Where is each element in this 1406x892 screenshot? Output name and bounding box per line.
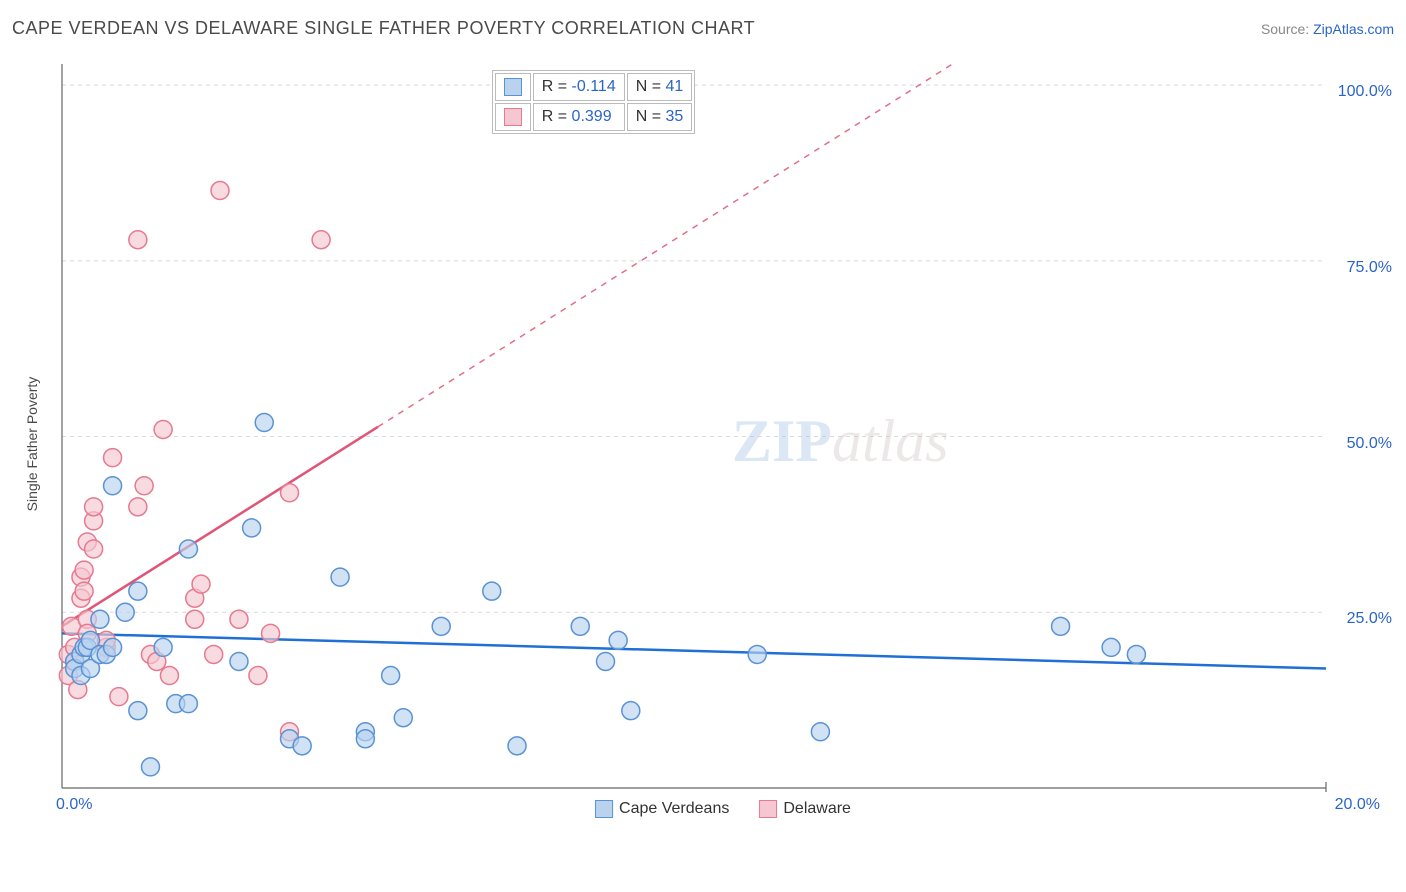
source-label: Source: [1261, 21, 1313, 37]
source-attribution: Source: ZipAtlas.com [1261, 21, 1394, 37]
chart-title: CAPE VERDEAN VS DELAWARE SINGLE FATHER P… [12, 18, 755, 39]
title-bar: CAPE VERDEAN VS DELAWARE SINGLE FATHER P… [12, 18, 1394, 39]
legend-swatch [495, 73, 531, 101]
legend-item: Delaware [759, 800, 851, 818]
r-cell: R = -0.114 [533, 73, 625, 101]
series-legend: Cape Verdeans Delaware [595, 800, 851, 818]
y-tick-label: 50.0% [1347, 435, 1392, 453]
legend-label: Cape Verdeans [619, 800, 729, 817]
y-axis-label: Single Father Poverty [24, 377, 40, 512]
y-tick-label: 100.0% [1338, 83, 1392, 101]
y-tick-label: 25.0% [1347, 610, 1392, 628]
legend-swatch [759, 800, 777, 818]
legend-swatch [495, 103, 531, 131]
x-tick-label: 0.0% [56, 796, 92, 814]
legend-item: Cape Verdeans [595, 800, 729, 818]
stats-legend: R = -0.114N = 41R = 0.399N = 35 [492, 70, 696, 134]
plot-area: Single Father Poverty ZIPatlas R = -0.11… [50, 64, 1396, 824]
legend-label: Delaware [783, 800, 851, 817]
source-link[interactable]: ZipAtlas.com [1313, 21, 1394, 37]
y-tick-label: 75.0% [1347, 259, 1392, 277]
x-tick-label: 20.0% [1335, 796, 1380, 814]
n-cell: N = 41 [627, 73, 693, 101]
r-cell: R = 0.399 [533, 103, 625, 131]
scatter-svg [50, 64, 1396, 824]
stats-legend-row: R = -0.114N = 41 [495, 73, 693, 101]
stats-legend-row: R = 0.399N = 35 [495, 103, 693, 131]
n-cell: N = 35 [627, 103, 693, 131]
correlation-chart: CAPE VERDEAN VS DELAWARE SINGLE FATHER P… [0, 0, 1406, 892]
legend-swatch [595, 800, 613, 818]
